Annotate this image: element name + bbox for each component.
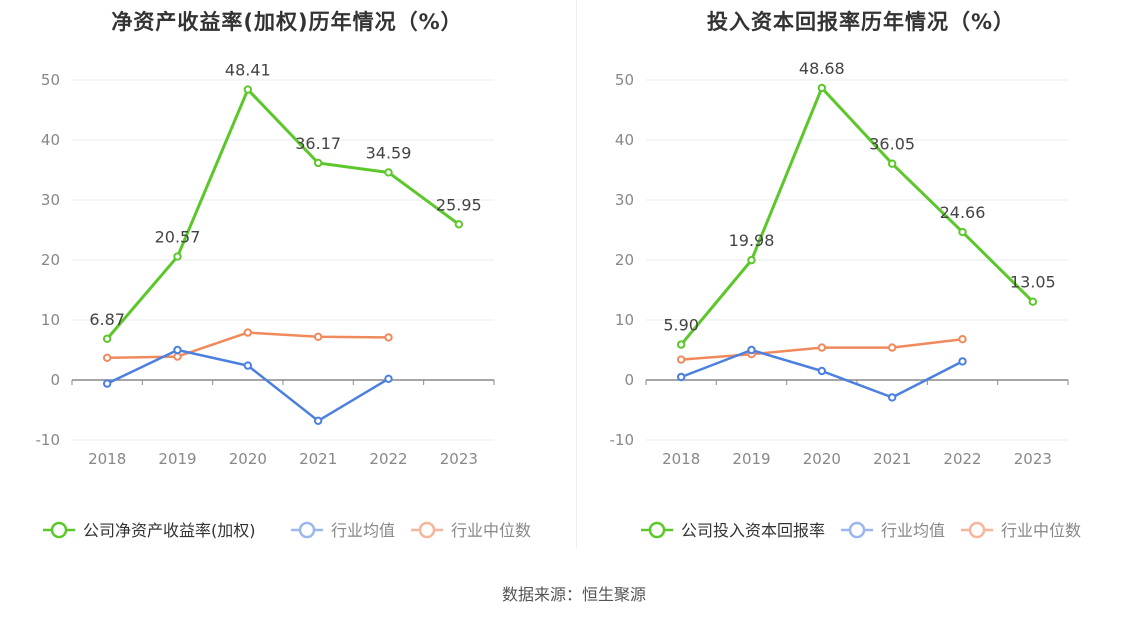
y-tick-label: 30 bbox=[615, 191, 634, 209]
data-point bbox=[243, 328, 253, 337]
data-point bbox=[817, 366, 827, 376]
roic-chart-panel: 投入资本回报率历年情况（%） -10 0 10 20 30 40 50 2018 2019 202… bbox=[574, 0, 1148, 560]
legend-label: 公司净资产收益率(加权) bbox=[83, 521, 256, 540]
y-tick-label: -10 bbox=[36, 431, 61, 449]
data-point bbox=[384, 168, 393, 177]
data-point bbox=[958, 357, 967, 366]
legend-marker bbox=[648, 521, 666, 539]
x-tick-label: 2023 bbox=[440, 450, 478, 468]
data-point bbox=[676, 355, 686, 364]
data-point bbox=[676, 372, 686, 382]
panel-divider bbox=[576, 0, 577, 548]
series-line-company bbox=[106, 88, 460, 340]
y-tick-label: 50 bbox=[615, 71, 634, 89]
data-point bbox=[313, 416, 323, 425]
data-point bbox=[243, 361, 253, 370]
y-tick-label: 10 bbox=[615, 311, 634, 329]
y-tick-label: 20 bbox=[615, 251, 634, 269]
data-point bbox=[1028, 297, 1038, 306]
data-point bbox=[313, 158, 323, 168]
x-tick-label: 2019 bbox=[158, 450, 196, 468]
data-label: 24.66 bbox=[940, 203, 986, 222]
data-point bbox=[313, 332, 323, 341]
y-tick-label: 50 bbox=[41, 71, 60, 89]
roe-chart-panel: 净资产收益率(加权)历年情况（%） -10 0 10 20 30 40 50 2018 2019… bbox=[0, 0, 574, 560]
roe-chart-title: 净资产收益率(加权)历年情况（%） bbox=[111, 10, 463, 34]
data-label: 48.68 bbox=[799, 59, 845, 78]
data-source-note: 数据来源：恒生聚源 bbox=[501, 585, 646, 604]
data-point bbox=[958, 335, 967, 344]
data-label: 5.90 bbox=[663, 316, 699, 335]
x-tick-label: 2019 bbox=[732, 450, 770, 468]
x-tick-label: 2020 bbox=[229, 450, 267, 468]
data-label: 25.95 bbox=[436, 195, 482, 214]
data-label: 6.87 bbox=[89, 310, 125, 329]
legend-label: 行业中位数 bbox=[1001, 521, 1081, 540]
data-point bbox=[243, 85, 253, 94]
legend-label: 行业中位数 bbox=[451, 521, 531, 540]
roic-chart-title: 投入资本回报率历年情况（%） bbox=[706, 10, 1016, 34]
data-label: 19.98 bbox=[729, 231, 775, 250]
legend-label: 行业均值 bbox=[881, 521, 945, 540]
roic-chart-svg: -10 0 10 20 30 40 50 2018 2019 2020 2021 2022 2023 5.… bbox=[610, 59, 1082, 540]
x-tick-label: 2021 bbox=[873, 450, 911, 468]
y-tick-label: 0 bbox=[624, 371, 634, 389]
data-label: 13.05 bbox=[1010, 273, 1056, 292]
legend-marker bbox=[298, 521, 316, 539]
y-tick-label: 30 bbox=[41, 191, 60, 209]
legend-marker bbox=[50, 521, 68, 539]
data-point bbox=[173, 252, 182, 261]
x-tick-label: 2022 bbox=[369, 450, 407, 468]
data-point bbox=[887, 343, 897, 352]
x-tick-label: 2022 bbox=[943, 450, 981, 468]
y-tick-label: 40 bbox=[615, 131, 634, 149]
data-point bbox=[817, 343, 827, 352]
data-point bbox=[887, 393, 897, 402]
x-tick-label: 2023 bbox=[1014, 450, 1052, 468]
data-point bbox=[384, 374, 393, 383]
y-tick-label: -10 bbox=[610, 431, 635, 449]
series-line-industry-mean bbox=[106, 348, 390, 423]
data-point bbox=[102, 334, 112, 343]
legend-label: 公司投入资本回报率 bbox=[681, 521, 825, 540]
data-label: 36.17 bbox=[295, 134, 341, 153]
legend-label: 行业均值 bbox=[331, 521, 395, 540]
data-label: 48.41 bbox=[225, 61, 271, 80]
x-tick-label: 2020 bbox=[803, 450, 841, 468]
y-tick-label: 10 bbox=[41, 311, 60, 329]
legend-marker bbox=[968, 521, 986, 539]
data-point bbox=[173, 352, 182, 361]
x-tick-label: 2018 bbox=[662, 450, 700, 468]
y-tick-label: 0 bbox=[50, 371, 60, 389]
roe-chart-svg: -10 0 10 20 30 40 50 2018 2019 2020 2021 2022 2023 6.… bbox=[36, 61, 532, 540]
data-point bbox=[384, 333, 393, 342]
legend-marker bbox=[848, 521, 866, 539]
x-tick-label: 2021 bbox=[299, 450, 337, 468]
data-label: 34.59 bbox=[366, 143, 412, 162]
data-point bbox=[102, 353, 112, 362]
legend-marker bbox=[418, 521, 436, 539]
data-point bbox=[102, 379, 112, 388]
data-point bbox=[887, 159, 897, 168]
data-point bbox=[173, 345, 182, 355]
data-point bbox=[817, 83, 827, 93]
data-point bbox=[958, 227, 967, 237]
data-point bbox=[676, 340, 686, 349]
y-tick-label: 40 bbox=[41, 131, 60, 149]
data-label: 20.57 bbox=[155, 228, 201, 247]
data-point bbox=[454, 220, 464, 229]
data-point bbox=[747, 255, 756, 265]
y-tick-label: 20 bbox=[41, 251, 60, 269]
x-tick-label: 2018 bbox=[88, 450, 126, 468]
data-point bbox=[747, 345, 756, 355]
series-line-company bbox=[680, 86, 1034, 346]
data-label: 36.05 bbox=[869, 135, 915, 154]
